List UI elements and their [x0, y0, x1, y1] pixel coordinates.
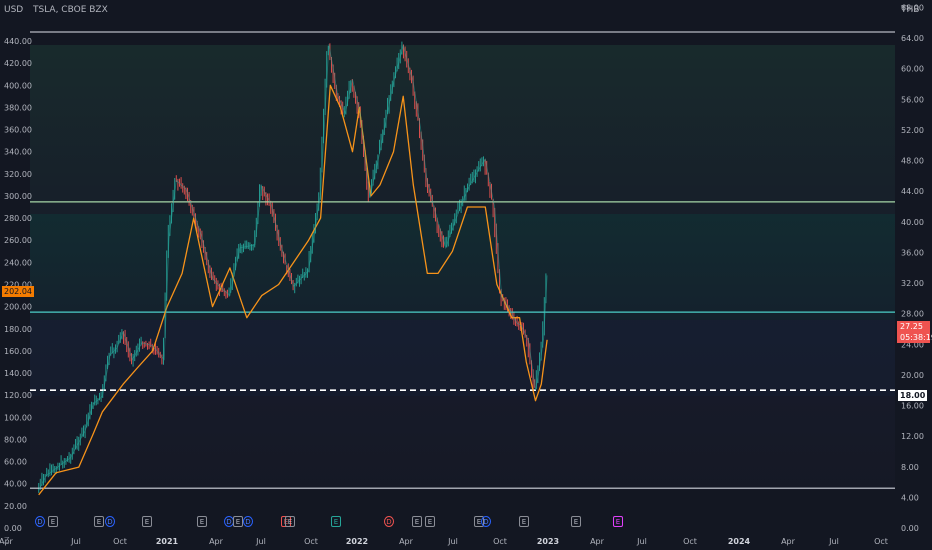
earnings-marker[interactable]: E	[197, 516, 207, 527]
right-tick-label: 24.00	[901, 340, 924, 349]
earnings-marker[interactable]: E	[519, 516, 529, 527]
left-tick-label: 100.00	[4, 413, 32, 422]
x-tick-label: Jul	[447, 537, 458, 546]
earnings-marker[interactable]: E	[285, 516, 295, 527]
series-lines	[38, 44, 548, 496]
x-tick-label: 2022	[346, 537, 368, 546]
right-tick-label: 20.00	[901, 371, 924, 380]
x-tick-label: Apr	[781, 537, 796, 546]
earnings-marker[interactable]: E	[48, 516, 58, 527]
left-tick-label: 0.00	[4, 524, 22, 533]
right-tick-label: 40.00	[901, 218, 924, 227]
earnings-marker[interactable]: E	[331, 516, 341, 527]
zone-top	[30, 45, 895, 214]
right-tick-label: 64.00	[901, 34, 924, 43]
x-tick-label: Jul	[828, 537, 839, 546]
right-unit-label: THB	[901, 5, 920, 15]
zone-bottom	[30, 396, 895, 490]
x-tick-label: Jul	[70, 537, 81, 546]
earnings-marker[interactable]: E	[571, 516, 581, 527]
right-tick-label: 4.00	[901, 493, 919, 502]
left-tick-label: 400.00	[4, 81, 32, 90]
earnings-marker[interactable]: E	[94, 516, 104, 527]
x-tick-label: Oct	[874, 537, 888, 546]
left-price-axis: 440.00 420.00 400.00 380.00 360.00 340.00 320.…	[4, 37, 32, 533]
dividend-marker[interactable]: D	[384, 516, 394, 527]
tsla-line	[38, 84, 548, 496]
left-tick-label: 320.00	[4, 170, 32, 179]
x-tick-label: Apr	[0, 537, 14, 546]
x-tick-label: Oct	[493, 537, 507, 546]
left-tick-label: 340.00	[4, 148, 32, 157]
left-tick-label: 300.00	[4, 192, 32, 201]
right-tick-label: 12.00	[901, 432, 924, 441]
x-tick-label: 2024	[728, 537, 751, 546]
left-tick-label: 380.00	[4, 103, 32, 112]
zone-lower-mid	[30, 320, 895, 396]
zone-upper-mid	[30, 214, 895, 320]
x-tick-label: 2023	[537, 537, 559, 546]
earnings-marker[interactable]: E	[142, 516, 152, 527]
x-tick-label: Apr	[209, 537, 224, 546]
x-tick-label: Oct	[113, 537, 127, 546]
left-tick-label: 140.00	[4, 369, 32, 378]
bar-countdown: 05:38:19	[900, 333, 932, 342]
left-tick-label: 160.00	[4, 347, 32, 356]
left-tick-label: 260.00	[4, 236, 32, 245]
left-tick-label: 240.00	[4, 258, 32, 267]
right-tick-label: 52.00	[901, 126, 924, 135]
price-label: 202.04	[2, 286, 34, 297]
left-tick-label: 200.00	[4, 303, 32, 312]
dividend-marker[interactable]: D	[105, 516, 115, 527]
line-value-label: 18.00	[898, 390, 928, 401]
right-tick-label: 48.00	[901, 157, 924, 166]
left-tick-label: 360.00	[4, 126, 32, 135]
dividend-marker[interactable]: D	[481, 516, 491, 527]
right-tick-label: 8.00	[901, 463, 919, 472]
left-tick-label: 20.00	[4, 502, 27, 511]
left-tick-label: 280.00	[4, 214, 32, 223]
x-tick-label: Apr	[399, 537, 414, 546]
x-tick-label: Jul	[636, 537, 647, 546]
left-tick-label: 440.00	[4, 37, 32, 46]
x-tick-label: Apr	[590, 537, 605, 546]
timezone-icon[interactable]: Z	[4, 536, 10, 545]
left-tick-label: 60.00	[4, 458, 27, 467]
earnings-marker[interactable]: E	[613, 516, 623, 527]
right-price-axis: 68.00 64.00 60.00 56.00 52.00 48.00 44.00 40.00…	[901, 4, 924, 534]
symbol-title[interactable]: TSLA, CBOE BZX	[33, 5, 108, 15]
right-tick-label: 60.00	[901, 65, 924, 74]
right-tick-label: 28.00	[901, 310, 924, 319]
right-tick-label: 56.00	[901, 95, 924, 104]
right-tick-label: 16.00	[901, 402, 924, 411]
x-tick-label: Oct	[304, 537, 318, 546]
dividend-marker[interactable]: D	[243, 516, 253, 527]
left-tick-label: 420.00	[4, 59, 32, 68]
right-tick-label: 0.00	[901, 524, 919, 533]
earnings-marker[interactable]: E	[425, 516, 435, 527]
left-tick-label: 180.00	[4, 325, 32, 334]
x-tick-label: Jul	[255, 537, 266, 546]
time-axis: Apr Jul Oct 2021 Apr Jul Oct 2022 Apr Jul Oct 2023 A…	[0, 537, 888, 546]
earnings-marker[interactable]: E	[412, 516, 422, 527]
left-tick-label: 220.00	[4, 281, 32, 290]
left-unit-label: USD	[4, 5, 24, 15]
right-tick-label: 36.00	[901, 248, 924, 257]
right-tick-label: 44.00	[901, 187, 924, 196]
right-tick-label: 68.00	[901, 4, 924, 13]
left-tick-label: 40.00	[4, 480, 27, 489]
dividend-marker[interactable]: D	[35, 516, 45, 527]
x-tick-label: 2021	[156, 537, 179, 546]
left-tick-label: 120.00	[4, 391, 32, 400]
usdthb-line	[38, 44, 548, 491]
right-tick-label: 32.00	[901, 279, 924, 288]
last-price-value: 27.25	[900, 322, 923, 331]
earnings-marker[interactable]: E	[233, 516, 243, 527]
x-tick-label: Oct	[683, 537, 697, 546]
left-tick-label: 80.00	[4, 436, 27, 445]
last-price-badge: 27.25 05:38:19	[897, 321, 932, 343]
